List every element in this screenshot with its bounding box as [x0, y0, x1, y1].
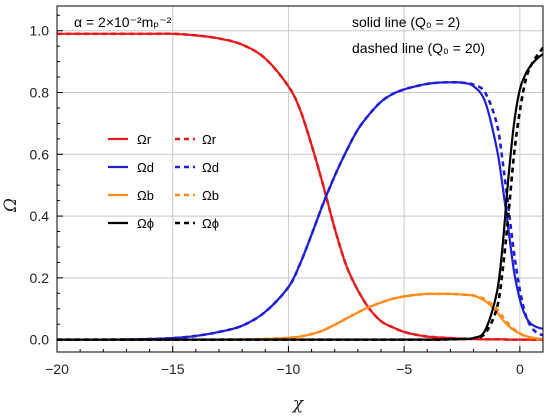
y-tick-label: 1.0 [30, 23, 50, 39]
y-tick-labels: 0.0 0.2 0.4 0.6 0.8 1.0 [30, 23, 50, 348]
x-tick-label: −10 [277, 361, 301, 377]
x-tick-label: −20 [45, 361, 69, 377]
y-tick-label: 0.4 [30, 208, 50, 224]
plot-frame [56, 5, 544, 353]
legend-label: Ωd [137, 160, 154, 175]
y-tick-label: 0.0 [30, 332, 50, 348]
x-axis-label: χ [292, 394, 305, 414]
series-line-Ωb-dashed [57, 292, 543, 341]
legend-label: Ωr [202, 132, 217, 147]
ticks [56, 14, 544, 352]
legend-label: Ωϕ [137, 216, 154, 231]
series-line-Ωϕ-dashed [57, 46, 543, 341]
legend-label: Ωd [202, 160, 219, 175]
y-axis-label: Ω [1, 198, 21, 213]
curves [57, 32, 543, 341]
x-tick-labels: −20 −15 −10 −5 0 [45, 361, 524, 377]
y-tick-label: 0.2 [30, 270, 50, 286]
legend-label: Ωr [137, 132, 152, 147]
legend-label: Ωϕ [202, 216, 219, 231]
legend-label: Ωb [137, 188, 154, 203]
annotation-solid-line: solid line (Q₀ = 2) [352, 14, 460, 30]
series-line-Ωd-dashed [57, 80, 543, 341]
annotation-alpha: α = 2×10⁻²mₚ⁻² [74, 14, 172, 30]
x-tick-label: −15 [161, 361, 185, 377]
legend: Ωr Ωd Ωb Ωϕ Ωr Ωd Ωb Ωϕ [108, 132, 219, 231]
y-tick-label: 0.6 [30, 146, 50, 162]
x-tick-label: −5 [396, 361, 412, 377]
y-tick-label: 0.8 [30, 85, 50, 101]
series-group [57, 32, 543, 341]
x-tick-label: 0 [516, 361, 524, 377]
legend-label: Ωb [202, 188, 219, 203]
series-line-Ωr-dashed [57, 32, 543, 341]
annotation-dashed-line: dashed line (Q₀ = 20) [352, 40, 485, 56]
